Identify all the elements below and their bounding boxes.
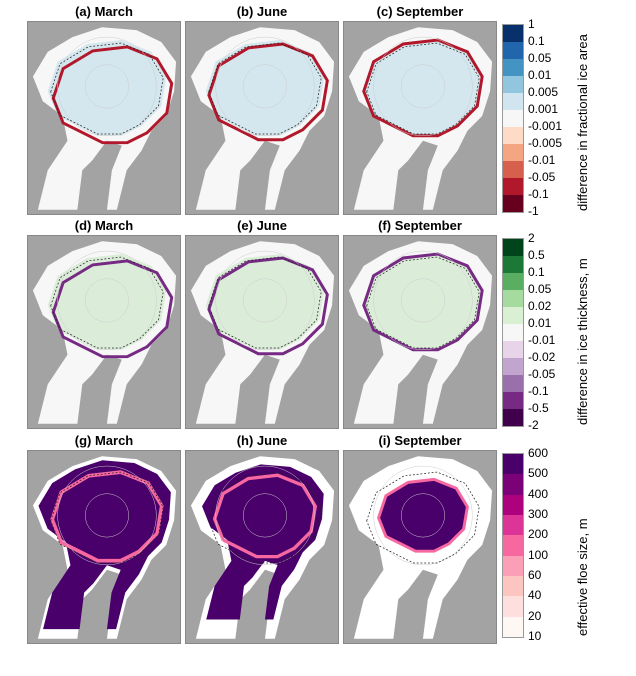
ice-edge (376, 477, 469, 553)
difference-area (47, 40, 167, 136)
colorbar-tick: 0.5 (528, 248, 545, 262)
ice-edge (212, 473, 318, 559)
panel-title: (f) September (378, 218, 462, 233)
ice-edge-line (366, 42, 480, 135)
colorbar-tick: 300 (528, 507, 549, 521)
map-panel (343, 450, 497, 644)
panel-title: (a) March (75, 4, 133, 19)
ice-extent (202, 464, 324, 620)
map-panel (185, 235, 339, 429)
ice-edge-line (366, 471, 480, 564)
ocean (348, 27, 493, 210)
ice-edge-line (366, 256, 480, 349)
ocean (190, 241, 335, 424)
panel-title: (c) September (376, 4, 464, 19)
colorbar-tick: -0.1 (528, 187, 549, 201)
colorbar-tick: -0.5 (528, 401, 549, 415)
difference-edge (51, 259, 174, 359)
difference-area (205, 254, 325, 350)
difference-edge (51, 45, 174, 145)
panel-title: (b) June (236, 4, 288, 19)
colorbar-tick: 0.01 (528, 68, 552, 82)
latitude-circle (243, 493, 287, 538)
colorbar-tick: -0.05 (528, 170, 556, 184)
difference-edge (207, 42, 329, 142)
colorbar-tick: 0.01 (528, 316, 552, 330)
colorbar-label: difference in ice thickness, m (575, 258, 590, 425)
colorbar-tick: 500 (528, 466, 549, 481)
colorbar (502, 24, 524, 213)
difference-edge (207, 256, 329, 356)
panel-title: (i) September (378, 433, 462, 448)
colorbar-tick: 20 (528, 608, 542, 623)
ocean (32, 241, 177, 424)
colorbar-tick: 400 (528, 486, 549, 501)
colorbar-tick: 10 (528, 629, 542, 643)
map-panel (27, 450, 181, 644)
difference-area (363, 254, 483, 350)
colorbar (502, 238, 524, 427)
colorbar-tick: 0.005 (528, 85, 559, 99)
ice-extent (38, 460, 171, 630)
colorbar-tick: 0.05 (528, 282, 552, 296)
colorbar-tick: 200 (528, 527, 549, 542)
latitude-circle (401, 493, 445, 538)
ice-edge-line (50, 42, 164, 135)
colorbar-tick: 0.02 (528, 299, 552, 313)
difference-area (47, 254, 167, 350)
ice-edge-line (208, 256, 322, 349)
map-panel (185, 450, 339, 644)
colorbar-tick: -0.02 (528, 350, 556, 364)
panel-title: (h) June (236, 433, 288, 448)
latitude-circle (243, 278, 287, 323)
ice-edge-line (208, 42, 322, 135)
ice-edge-line (50, 256, 164, 349)
ice-edge (50, 470, 164, 563)
latitude-circle (243, 64, 287, 109)
colorbar-tick: -0.01 (528, 153, 556, 167)
latitude-circle (401, 64, 445, 109)
latitude-circle (85, 64, 129, 109)
colorbar-tick: 100 (528, 547, 549, 562)
colorbar-tick: -0.05 (528, 367, 556, 381)
colorbar-tick: 0.05 (528, 51, 552, 65)
ocean (190, 27, 335, 210)
colorbar-tick: 1 (528, 17, 535, 31)
difference-area (205, 40, 325, 136)
colorbar-tick: -0.005 (528, 136, 563, 150)
colorbar-tick: 600 (528, 446, 549, 460)
colorbar-tick: 40 (528, 588, 542, 603)
panel-title: (g) March (74, 433, 134, 448)
ice-edge-line (208, 471, 322, 564)
colorbar-tick: 2 (528, 231, 535, 245)
map-panel (27, 21, 181, 215)
colorbar (502, 453, 524, 638)
ice-extent (378, 479, 468, 552)
colorbar-tick: -2 (528, 418, 539, 432)
colorbar-tick: 60 (528, 568, 542, 582)
latitude-circle (401, 278, 445, 323)
latitude-circle (85, 493, 129, 538)
map-panel (343, 21, 497, 215)
colorbar-label: effective floe size, m (575, 518, 590, 636)
colorbar-tick: 0.1 (528, 34, 545, 48)
map-panel (185, 21, 339, 215)
ocean (348, 241, 493, 424)
colorbar-tick: -0.001 (528, 119, 563, 133)
ocean (32, 27, 177, 210)
map-panel (27, 235, 181, 429)
colorbar-label: difference in fractional ice area (575, 34, 590, 211)
colorbar-tick: -1 (528, 204, 539, 218)
map-panel (343, 235, 497, 429)
colorbar-tick: -0.1 (528, 384, 549, 398)
panel-title: (e) June (237, 218, 287, 233)
difference-area (363, 40, 483, 136)
panel-title: (d) March (74, 218, 134, 233)
ice-edge-line (50, 471, 164, 564)
colorbar-tick: 0.001 (528, 102, 559, 116)
colorbar-tick: -0.01 (528, 333, 556, 347)
colorbar-tick: 0.1 (528, 265, 545, 279)
latitude-circle (85, 278, 129, 323)
